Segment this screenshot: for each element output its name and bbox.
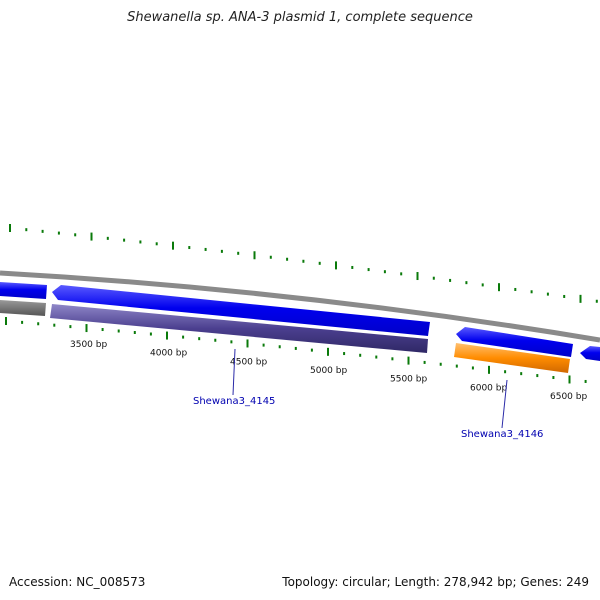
- cds-arrow-right-1[interactable]: [456, 327, 573, 357]
- bp-scale-labels: 3500 bp 4000 bp 4500 bp 5000 bp 5500 bp 6000 …: [70, 340, 587, 402]
- gene-label[interactable]: Shewana3_4146: [461, 429, 543, 440]
- gene-label[interactable]: Shewana3_4145: [193, 396, 275, 407]
- gene-leader-line: [501, 379, 508, 429]
- outer-tick-row: [9, 224, 598, 303]
- gene-leader-line: [232, 348, 236, 396]
- cds-arrow-right-2[interactable]: [580, 346, 600, 361]
- gene-shewana3-4146[interactable]: [454, 343, 570, 373]
- map-title: Shewanella sp. ANA-3 plasmid 1, complete…: [127, 10, 473, 25]
- gray-feature[interactable]: [0, 300, 46, 316]
- cds-arrow-main[interactable]: [52, 285, 430, 336]
- cds-arrow-left-edge[interactable]: [0, 282, 47, 299]
- bp-label: 3500 bp: [70, 340, 107, 350]
- topology-summary: Topology: circular; Length: 278,942 bp; …: [282, 575, 589, 589]
- bp-label: 6500 bp: [550, 392, 587, 402]
- backbone-arc: [0, 270, 600, 343]
- bp-label: 6000 bp: [470, 383, 507, 393]
- bp-label: 5500 bp: [390, 375, 427, 385]
- bp-label: 4000 bp: [150, 349, 187, 359]
- bp-label: 5000 bp: [310, 366, 347, 376]
- gene-shewana3-4145[interactable]: [50, 304, 428, 353]
- accession-text: Accession: NC_008573: [9, 575, 146, 589]
- inner-tick-row: [5, 317, 587, 384]
- bp-label: 4500 bp: [230, 357, 267, 367]
- gene-labels: Shewana3_4145 Shewana3_4146: [193, 348, 543, 440]
